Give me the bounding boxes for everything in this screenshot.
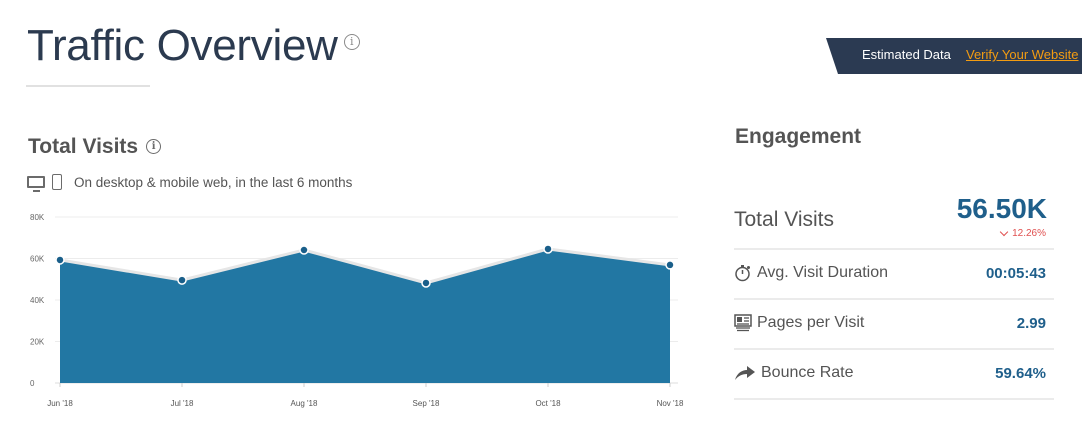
svg-text:Jul '18: Jul '18 <box>171 399 194 408</box>
data-point[interactable] <box>299 245 309 255</box>
total-visits-title: Total Visits i <box>28 135 162 159</box>
change-indicator: 12.26% <box>999 227 1046 239</box>
title-underline <box>26 85 150 87</box>
svg-text:Sep '18: Sep '18 <box>413 399 440 408</box>
chevron-down-icon <box>999 227 1009 236</box>
mobile-icon <box>52 174 62 190</box>
duration-label: Avg. Visit Duration <box>757 264 889 281</box>
divider <box>734 248 1054 250</box>
engagement-row-duration: Avg. Visit Duration 00:05:43 <box>734 258 1046 288</box>
bounce-value: 59.64% <box>995 364 1046 382</box>
pages-value: 2.99 <box>1016 314 1046 332</box>
info-circle-icon[interactable]: i <box>146 138 162 154</box>
data-point[interactable] <box>543 244 553 254</box>
divider <box>734 298 1054 300</box>
bounce-label: Bounce Rate <box>761 364 854 381</box>
svg-text:Aug '18: Aug '18 <box>291 399 318 408</box>
verify-website-link[interactable]: Verify Your Website <box>966 47 1079 62</box>
data-point[interactable] <box>421 278 431 288</box>
total-visits-area-chart: 0 20K 40K 60K 80K Jun '18 Jul '18 Aug '18 Sep '… <box>30 213 684 408</box>
svg-text:Oct '18: Oct '18 <box>535 399 561 408</box>
page-title-text: Traffic Overview <box>27 21 338 70</box>
change-value: 12.26% <box>1012 228 1046 239</box>
svg-text:Jun '18: Jun '18 <box>47 399 73 408</box>
data-point[interactable] <box>55 255 65 265</box>
total-visits-title-text: Total Visits <box>28 135 139 158</box>
data-point[interactable] <box>665 260 675 270</box>
x-axis-ticks: Jun '18 Jul '18 Aug '18 Sep '18 Oct '18 Nov '… <box>47 383 684 408</box>
svg-text:Nov '18: Nov '18 <box>657 399 684 408</box>
data-point[interactable] <box>177 275 187 285</box>
duration-value: 00:05:43 <box>985 264 1046 282</box>
divider <box>734 348 1054 350</box>
svg-text:20K: 20K <box>30 338 45 347</box>
bounce-arrow-icon <box>734 364 756 382</box>
svg-text:80K: 80K <box>30 213 45 222</box>
area-series <box>60 248 670 383</box>
engagement-row-bounce: Bounce Rate 59.64% <box>734 358 1046 388</box>
pages-icon <box>734 314 752 332</box>
line-series <box>59 247 671 285</box>
engagement-total-visits-value: 56.50K <box>956 193 1047 224</box>
engagement-total-visits-label: Total Visits <box>734 208 834 231</box>
divider <box>734 398 1054 400</box>
page-title: Traffic Overview i <box>27 20 360 72</box>
data-points <box>55 244 675 288</box>
svg-text:60K: 60K <box>30 255 45 264</box>
y-axis-ticks: 0 20K 40K 60K 80K <box>30 213 45 388</box>
estimated-data-banner <box>826 38 1082 74</box>
svg-text:40K: 40K <box>30 296 45 305</box>
info-circle-icon[interactable]: i <box>343 34 360 51</box>
engagement-title: Engagement <box>735 125 862 148</box>
svg-text:0: 0 <box>30 379 35 388</box>
pages-label: Pages per Visit <box>757 314 865 331</box>
estimated-data-label: Estimated Data <box>862 47 951 62</box>
engagement-row-pages: Pages per Visit 2.99 <box>734 308 1046 338</box>
desktop-icon <box>27 176 45 192</box>
chart-subtitle: On desktop & mobile web, in the last 6 m… <box>74 174 353 190</box>
stopwatch-icon <box>734 264 752 282</box>
device-filter-row: On desktop & mobile web, in the last 6 m… <box>27 174 353 192</box>
